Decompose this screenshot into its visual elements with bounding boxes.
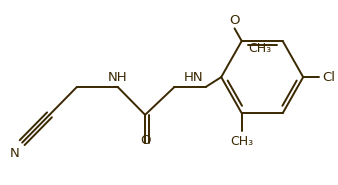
Text: HN: HN	[184, 71, 204, 84]
Text: N: N	[9, 147, 19, 160]
Text: CH₃: CH₃	[230, 135, 253, 148]
Text: O: O	[229, 14, 240, 27]
Text: CH₃: CH₃	[248, 42, 271, 55]
Text: O: O	[140, 134, 150, 147]
Text: NH: NH	[108, 71, 128, 84]
Text: Cl: Cl	[323, 71, 336, 84]
